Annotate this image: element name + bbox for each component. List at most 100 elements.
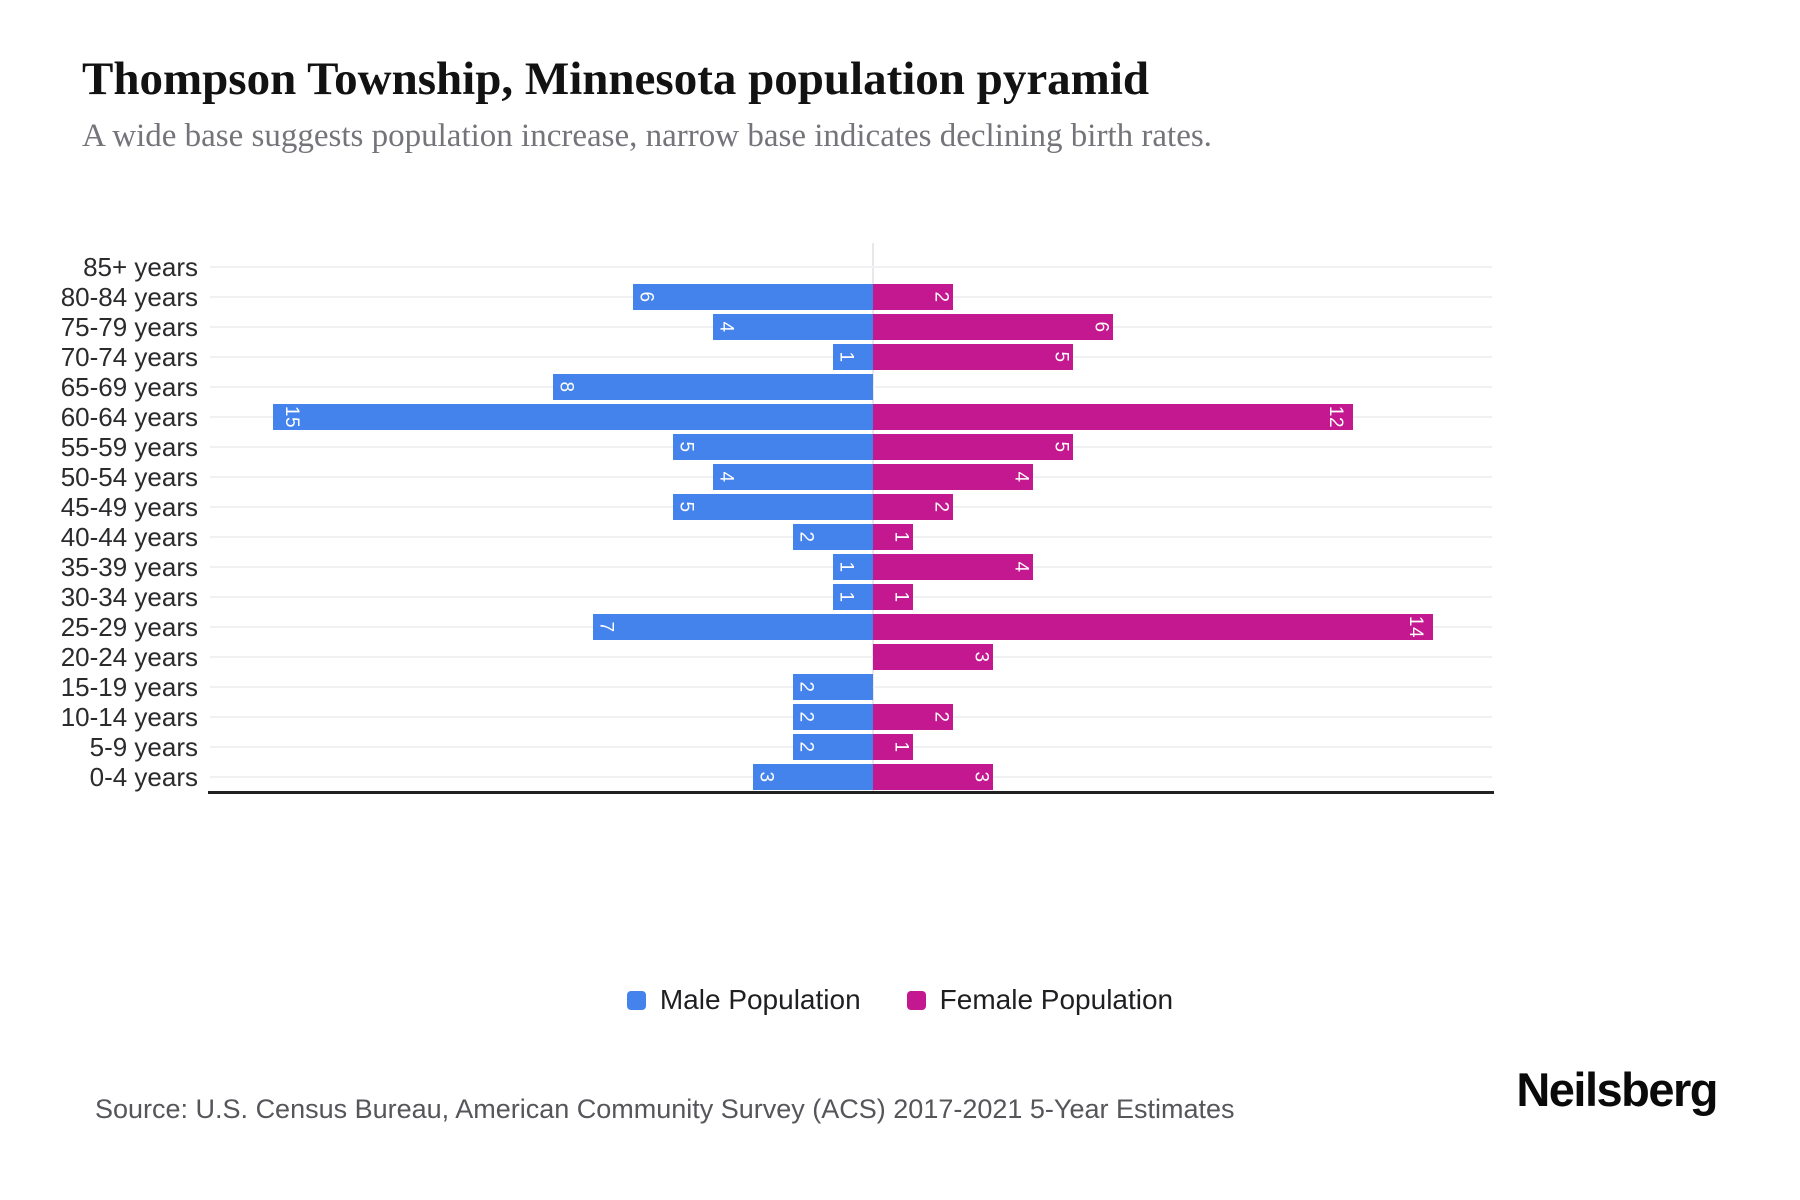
male-bar: 2 (793, 734, 873, 760)
chart-legend: Male Population Female Population (0, 984, 1800, 1016)
male-bar: 3 (753, 764, 873, 790)
age-group-label: 30-34 years (60, 582, 198, 612)
female-bar-value: 3 (970, 771, 992, 783)
male-bar-value: 5 (675, 441, 697, 453)
male-bar: 5 (673, 494, 873, 520)
male-bar: 4 (713, 314, 873, 340)
row-plot-area: 15 12 (210, 402, 1492, 432)
pyramid-row: 0-4 years 3 3 (0, 762, 1800, 792)
pyramid-row: 60-64 years 15 12 (0, 402, 1800, 432)
row-gridline (210, 656, 1492, 658)
pyramid-row: 10-14 years 2 2 (0, 702, 1800, 732)
pyramid-row: 85+ years (0, 252, 1800, 282)
row-plot-area: 7 14 (210, 612, 1492, 642)
female-bar: 1 (873, 584, 913, 610)
source-attribution: Source: U.S. Census Bureau, American Com… (95, 1094, 1235, 1124)
page-subtitle: A wide base suggests population increase… (82, 118, 1212, 154)
male-bar-value: 1 (835, 561, 857, 573)
row-plot-area: 2 (210, 672, 1492, 702)
male-bar-value: 1 (835, 591, 857, 603)
female-bar: 5 (873, 434, 1073, 460)
female-bar-value: 1 (890, 531, 912, 543)
female-bar-value: 2 (930, 711, 952, 723)
male-bar-value: 8 (555, 381, 577, 393)
age-group-label: 70-74 years (60, 342, 198, 372)
male-bar: 1 (833, 584, 873, 610)
female-bar-value: 2 (930, 501, 952, 513)
female-legend-swatch-icon (906, 990, 926, 1010)
female-bar: 14 (873, 614, 1433, 640)
age-group-label: 45-49 years (60, 492, 198, 522)
female-legend-label: Female Population (939, 984, 1174, 1015)
male-bar-value: 2 (795, 711, 817, 723)
page-title: Thompson Township, Minnesota population … (82, 53, 1150, 105)
age-group-label: 35-39 years (60, 552, 198, 582)
male-bar-value: 15 (281, 405, 303, 429)
male-bar: 7 (593, 614, 873, 640)
male-bar-value: 2 (795, 531, 817, 543)
male-bar-value: 1 (835, 351, 857, 363)
pyramid-row: 65-69 years 8 (0, 372, 1800, 402)
male-legend-swatch-icon (626, 990, 646, 1010)
age-group-label: 5-9 years (89, 732, 198, 762)
pyramid-row: 35-39 years 1 4 (0, 552, 1800, 582)
male-bar: 8 (553, 374, 873, 400)
pyramid-row: 75-79 years 4 6 (0, 312, 1800, 342)
male-legend-label: Male Population (659, 984, 861, 1015)
age-group-label: 0-4 years (89, 762, 198, 792)
age-group-label: 60-64 years (60, 402, 198, 432)
male-bar-value: 2 (795, 741, 817, 753)
row-plot-area: 3 (210, 642, 1492, 672)
female-bar-value: 3 (970, 651, 992, 663)
male-bar: 5 (673, 434, 873, 460)
pyramid-row: 40-44 years 2 1 (0, 522, 1800, 552)
male-bar-value: 7 (595, 621, 617, 633)
male-bar: 15 (273, 404, 873, 430)
female-bar: 3 (873, 764, 993, 790)
female-bar-value: 4 (1010, 561, 1032, 573)
female-bar-value: 1 (890, 741, 912, 753)
x-axis-baseline (208, 791, 1494, 794)
female-bar: 3 (873, 644, 993, 670)
female-bar: 4 (873, 464, 1033, 490)
pyramid-row: 15-19 years 2 (0, 672, 1800, 702)
female-bar-value: 1 (890, 591, 912, 603)
male-bar-value: 4 (715, 321, 737, 333)
female-bar-value: 6 (1090, 321, 1112, 333)
male-bar: 2 (793, 704, 873, 730)
row-plot-area (210, 252, 1492, 282)
pyramid-row: 70-74 years 1 5 (0, 342, 1800, 372)
neilsberg-logo: Neilsberg (1516, 1063, 1718, 1116)
age-group-label: 55-59 years (60, 432, 198, 462)
male-bar-value: 2 (795, 681, 817, 693)
female-bar: 2 (873, 704, 953, 730)
age-group-label: 75-79 years (60, 312, 198, 342)
female-bar: 4 (873, 554, 1033, 580)
female-bar: 2 (873, 494, 953, 520)
male-bar-value: 3 (755, 771, 777, 783)
male-bar: 2 (793, 674, 873, 700)
pyramid-row: 55-59 years 5 5 (0, 432, 1800, 462)
age-group-label: 85+ years (83, 252, 198, 282)
female-bar: 1 (873, 524, 913, 550)
male-bar: 4 (713, 464, 873, 490)
pyramid-row: 25-29 years 7 14 (0, 612, 1800, 642)
male-bar: 1 (833, 344, 873, 370)
male-bar: 6 (633, 284, 873, 310)
pyramid-row: 5-9 years 2 1 (0, 732, 1800, 762)
pyramid-row: 30-34 years 1 1 (0, 582, 1800, 612)
age-group-label: 20-24 years (60, 642, 198, 672)
female-bar-value: 12 (1324, 405, 1346, 429)
legend-item-female: Female Population (906, 984, 1174, 1016)
female-bar-value: 14 (1404, 615, 1426, 639)
